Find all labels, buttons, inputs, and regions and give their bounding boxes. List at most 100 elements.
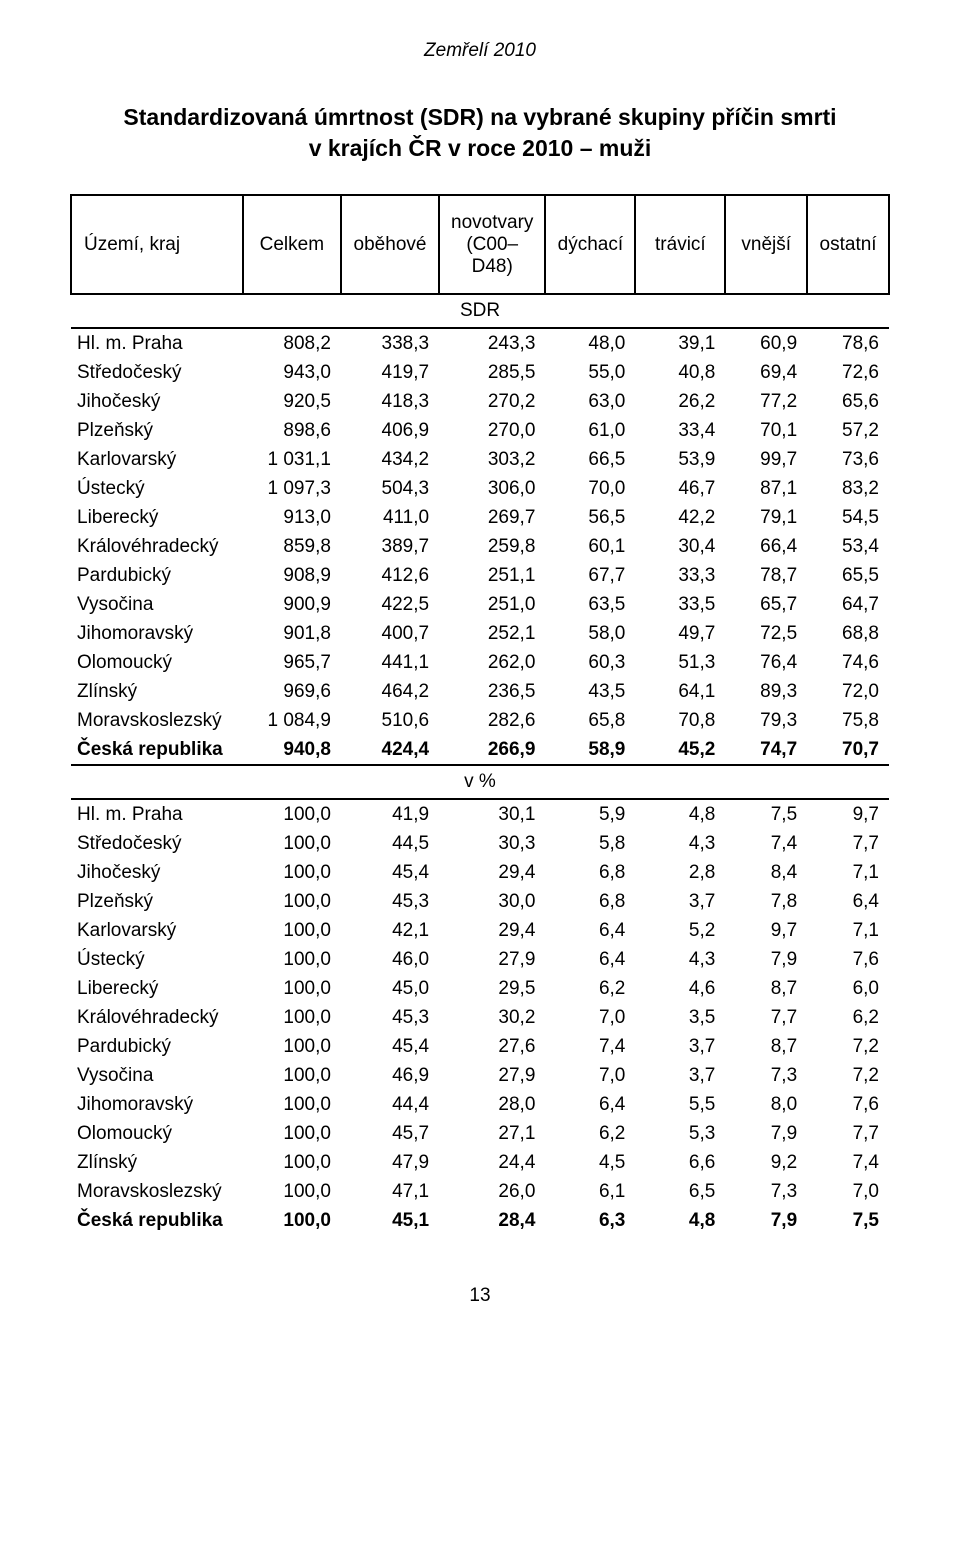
value-cell: 53,9 xyxy=(635,445,725,474)
value-cell: 79,3 xyxy=(725,706,807,735)
value-cell: 7,6 xyxy=(807,945,889,974)
value-cell: 913,0 xyxy=(243,503,341,532)
table-row: Olomoucký965,7441,1262,060,351,376,474,6 xyxy=(71,648,889,677)
value-cell: 57,2 xyxy=(807,416,889,445)
value-cell: 419,7 xyxy=(341,358,439,387)
value-cell: 100,0 xyxy=(243,1090,341,1119)
value-cell: 7,7 xyxy=(807,829,889,858)
value-cell: 39,1 xyxy=(635,328,725,358)
value-cell: 269,7 xyxy=(439,503,545,532)
region-cell: Karlovarský xyxy=(71,445,243,474)
value-cell: 7,4 xyxy=(725,829,807,858)
value-cell: 65,7 xyxy=(725,590,807,619)
region-cell: Ústecký xyxy=(71,945,243,974)
section-label: v % xyxy=(71,765,889,799)
page-number: 13 xyxy=(70,1285,890,1307)
value-cell: 46,0 xyxy=(341,945,439,974)
value-cell: 75,8 xyxy=(807,706,889,735)
value-cell: 4,3 xyxy=(635,829,725,858)
value-cell: 389,7 xyxy=(341,532,439,561)
value-cell: 100,0 xyxy=(243,829,341,858)
region-cell: Pardubický xyxy=(71,1032,243,1061)
value-cell: 46,9 xyxy=(341,1061,439,1090)
value-cell: 251,0 xyxy=(439,590,545,619)
value-cell: 65,5 xyxy=(807,561,889,590)
value-cell: 7,4 xyxy=(545,1032,635,1061)
value-cell: 270,2 xyxy=(439,387,545,416)
value-cell: 45,0 xyxy=(341,974,439,1003)
value-cell: 100,0 xyxy=(243,887,341,916)
value-cell: 236,5 xyxy=(439,677,545,706)
value-cell: 7,2 xyxy=(807,1032,889,1061)
value-cell: 61,0 xyxy=(545,416,635,445)
region-cell: Liberecký xyxy=(71,974,243,1003)
region-cell: Středočeský xyxy=(71,829,243,858)
region-cell: Moravskoslezský xyxy=(71,706,243,735)
value-cell: 64,7 xyxy=(807,590,889,619)
value-cell: 77,2 xyxy=(725,387,807,416)
table-row: Hl. m. Praha808,2338,3243,348,039,160,97… xyxy=(71,328,889,358)
value-cell: 7,4 xyxy=(807,1148,889,1177)
value-cell: 46,7 xyxy=(635,474,725,503)
value-cell: 266,9 xyxy=(439,735,545,765)
region-cell: Hl. m. Praha xyxy=(71,799,243,829)
value-cell: 100,0 xyxy=(243,1206,341,1235)
value-cell: 72,6 xyxy=(807,358,889,387)
value-cell: 47,1 xyxy=(341,1177,439,1206)
value-cell: 24,4 xyxy=(439,1148,545,1177)
table-row: Pardubický100,045,427,67,43,78,77,2 xyxy=(71,1032,889,1061)
region-cell: Česká republika xyxy=(71,735,243,765)
table-row: Moravskoslezský1 084,9510,6282,665,870,8… xyxy=(71,706,889,735)
region-cell: Královéhradecký xyxy=(71,532,243,561)
value-cell: 66,4 xyxy=(725,532,807,561)
value-cell: 28,4 xyxy=(439,1206,545,1235)
value-cell: 282,6 xyxy=(439,706,545,735)
table-row: Moravskoslezský100,047,126,06,16,57,37,0 xyxy=(71,1177,889,1206)
value-cell: 27,9 xyxy=(439,1061,545,1090)
value-cell: 4,5 xyxy=(545,1148,635,1177)
value-cell: 285,5 xyxy=(439,358,545,387)
value-cell: 6,5 xyxy=(635,1177,725,1206)
value-cell: 7,0 xyxy=(545,1003,635,1032)
value-cell: 262,0 xyxy=(439,648,545,677)
value-cell: 5,8 xyxy=(545,829,635,858)
value-cell: 40,8 xyxy=(635,358,725,387)
value-cell: 27,6 xyxy=(439,1032,545,1061)
region-cell: Moravskoslezský xyxy=(71,1177,243,1206)
value-cell: 5,2 xyxy=(635,916,725,945)
value-cell: 9,2 xyxy=(725,1148,807,1177)
value-cell: 63,0 xyxy=(545,387,635,416)
region-cell: Královéhradecký xyxy=(71,1003,243,1032)
value-cell: 251,1 xyxy=(439,561,545,590)
value-cell: 100,0 xyxy=(243,1061,341,1090)
value-cell: 74,6 xyxy=(807,648,889,677)
value-cell: 908,9 xyxy=(243,561,341,590)
value-cell: 940,8 xyxy=(243,735,341,765)
value-cell: 504,3 xyxy=(341,474,439,503)
value-cell: 27,1 xyxy=(439,1119,545,1148)
value-cell: 1 097,3 xyxy=(243,474,341,503)
value-cell: 7,9 xyxy=(725,945,807,974)
value-cell: 42,1 xyxy=(341,916,439,945)
value-cell: 6,0 xyxy=(807,974,889,1003)
value-cell: 3,5 xyxy=(635,1003,725,1032)
value-cell: 45,2 xyxy=(635,735,725,765)
section-label: SDR xyxy=(71,294,889,328)
table-row: Liberecký913,0411,0269,756,542,279,154,5 xyxy=(71,503,889,532)
value-cell: 424,4 xyxy=(341,735,439,765)
value-cell: 6,4 xyxy=(545,916,635,945)
value-cell: 6,2 xyxy=(807,1003,889,1032)
value-cell: 30,1 xyxy=(439,799,545,829)
value-cell: 58,9 xyxy=(545,735,635,765)
region-cell: Česká republika xyxy=(71,1206,243,1235)
value-cell: 7,9 xyxy=(725,1119,807,1148)
value-cell: 252,1 xyxy=(439,619,545,648)
value-cell: 74,7 xyxy=(725,735,807,765)
value-cell: 4,3 xyxy=(635,945,725,974)
value-cell: 66,5 xyxy=(545,445,635,474)
value-cell: 100,0 xyxy=(243,974,341,1003)
value-cell: 338,3 xyxy=(341,328,439,358)
value-cell: 28,0 xyxy=(439,1090,545,1119)
section-header-row: SDR xyxy=(71,294,889,328)
region-cell: Plzeňský xyxy=(71,416,243,445)
